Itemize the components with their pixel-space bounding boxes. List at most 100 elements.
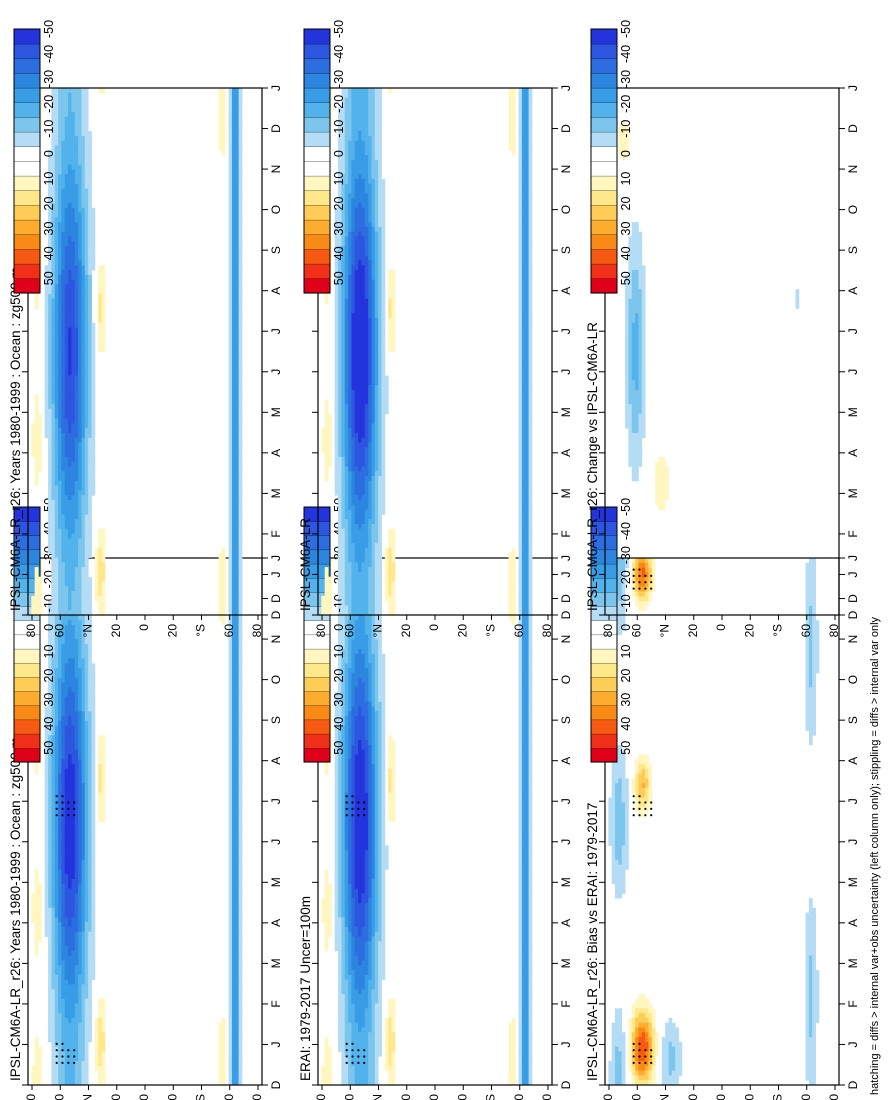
- heat-cell: [81, 1080, 86, 1086]
- heat-cell: [341, 835, 346, 842]
- heat-cell: [98, 605, 102, 611]
- heat-cell: [228, 792, 233, 798]
- heat-cell: [91, 773, 96, 779]
- heat-cell: [81, 552, 86, 558]
- heat-cell: [81, 950, 86, 957]
- heat-cell: [61, 159, 66, 166]
- heat-cell: [238, 543, 243, 549]
- heat-cell: [74, 341, 79, 348]
- heat-cell: [228, 121, 233, 127]
- heat-cell: [31, 600, 36, 606]
- heat-cell: [54, 394, 59, 400]
- heat-cell: [238, 562, 243, 568]
- heat-cell: [58, 764, 62, 770]
- heat-cell: [341, 1041, 346, 1048]
- heat-cell: [91, 236, 96, 242]
- heat-cell: [54, 888, 59, 894]
- heat-cell: [31, 437, 36, 443]
- heat-cell: [228, 241, 233, 247]
- heat-cell: [61, 783, 66, 789]
- heat-cell: [231, 610, 236, 616]
- heat-cell: [74, 893, 79, 899]
- heat-cell: [341, 764, 346, 770]
- heat-cell: [61, 649, 66, 655]
- heat-cell: [338, 696, 342, 703]
- heat-cell: [64, 385, 69, 391]
- heat-cell: [38, 1065, 42, 1072]
- heat-cell: [228, 231, 233, 237]
- heat-cell: [235, 279, 239, 285]
- heat-cell: [78, 399, 82, 405]
- heat-cell: [228, 993, 233, 1000]
- heat-cell: [58, 174, 62, 180]
- heat-cell: [235, 193, 239, 199]
- heat-cell: [78, 241, 82, 247]
- heat-cell: [48, 759, 52, 765]
- heat-cell: [338, 639, 342, 645]
- heat-cell: [81, 720, 86, 727]
- heat-cell: [64, 471, 69, 477]
- heat-cell: [235, 1075, 239, 1081]
- heat-cell: [51, 845, 56, 851]
- heat-cell: [34, 404, 39, 410]
- heat-cell: [48, 859, 52, 866]
- heat-cell: [231, 615, 236, 621]
- heat-cell: [64, 974, 69, 980]
- heat-cell: [235, 725, 239, 731]
- heat-cell: [238, 902, 243, 909]
- heat-cell: [84, 835, 89, 842]
- heat-cell: [61, 768, 66, 774]
- heat-cell: [84, 677, 89, 683]
- heat-cell: [231, 1065, 236, 1072]
- heat-cell: [88, 682, 92, 688]
- heat-cell: [68, 629, 72, 636]
- heat-cell: [238, 692, 243, 698]
- heat-cell: [51, 663, 56, 669]
- heat-cell: [94, 1051, 99, 1057]
- heat-cell: [344, 653, 349, 660]
- heat-cell: [74, 835, 79, 842]
- heat-cell: [34, 931, 39, 937]
- heat-cell: [64, 773, 69, 779]
- heat-cell: [341, 946, 346, 952]
- heat-cell: [48, 423, 52, 429]
- heat-cell: [34, 303, 39, 309]
- heat-cell: [74, 380, 79, 386]
- heat-cell: [341, 922, 346, 928]
- heat-cell: [48, 351, 52, 357]
- heat-cell: [235, 1056, 239, 1062]
- heat-cell: [238, 595, 243, 602]
- colorbar-label: -50: [42, 20, 56, 38]
- heat-cell: [68, 576, 72, 582]
- heat-cell: [338, 629, 342, 636]
- heat-cell: [64, 754, 69, 760]
- heat-cell: [58, 600, 62, 606]
- heat-cell: [74, 274, 79, 281]
- heat-cell: [235, 519, 239, 525]
- heat-cell: [338, 735, 342, 741]
- heat-cell: [61, 754, 66, 760]
- heat-cell: [51, 692, 56, 698]
- heat-cell: [78, 140, 82, 146]
- heat-cell: [231, 308, 236, 314]
- heat-cell: [231, 984, 236, 990]
- heat-cell: [88, 941, 92, 947]
- heat-cell: [78, 883, 82, 889]
- heat-cell: [78, 394, 82, 400]
- heat-cell: [81, 557, 86, 563]
- heat-cell: [68, 385, 72, 391]
- heat-cell: [74, 389, 79, 396]
- heat-cell: [88, 658, 92, 664]
- heat-cell: [61, 682, 66, 688]
- heat-cell: [218, 126, 223, 132]
- heat-cell: [81, 874, 86, 880]
- heat-cell: [61, 313, 66, 319]
- heat-cell: [341, 749, 346, 755]
- heat-cell: [74, 222, 79, 228]
- heat-cell: [238, 725, 243, 731]
- heat-cell: [88, 461, 92, 467]
- heat-cell: [84, 725, 89, 731]
- heat-cell: [54, 193, 59, 199]
- heat-cell: [61, 989, 66, 995]
- heat-cell: [84, 121, 89, 127]
